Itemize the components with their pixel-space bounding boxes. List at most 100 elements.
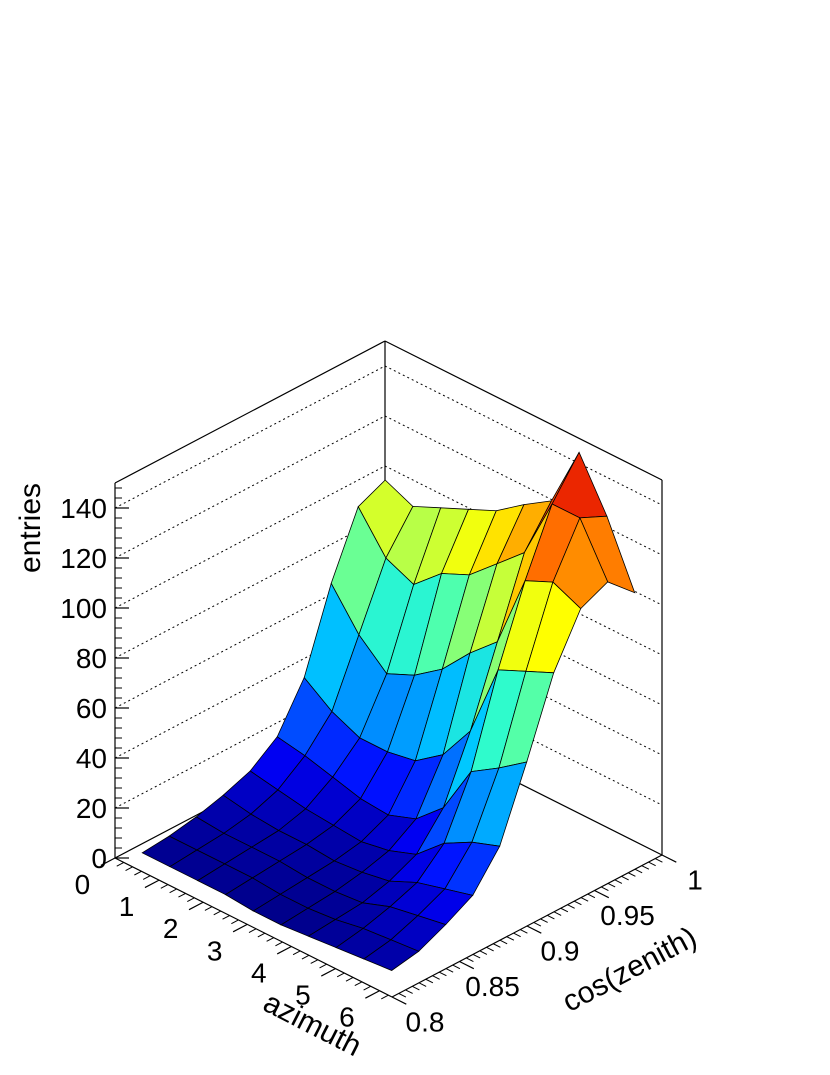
y-minor-tick <box>445 968 454 973</box>
x-minor-tick <box>125 866 133 872</box>
x-tick <box>144 879 160 889</box>
x-tick-label: 6 <box>339 1002 355 1033</box>
surface-cell <box>363 939 420 971</box>
x-axis-line <box>114 857 393 998</box>
y-minor-tick <box>574 900 582 906</box>
y-minor-tick <box>560 907 569 913</box>
y-minor-tick <box>567 904 575 909</box>
x-tick <box>232 923 248 933</box>
y-minor-tick <box>466 957 474 962</box>
x-minor-tick <box>381 994 389 1000</box>
x-minor-tick <box>204 906 213 911</box>
y-minor-tick <box>418 982 427 987</box>
x-tick <box>320 968 336 977</box>
y-minor-tick <box>587 893 596 899</box>
x-minor-tick <box>266 937 274 942</box>
y-minor-tick <box>648 861 656 867</box>
x-minor-tick <box>142 875 151 880</box>
z-tick-label: 0 <box>91 843 107 874</box>
z-axis-title: entries <box>14 483 47 573</box>
y-minor-tick <box>472 953 481 959</box>
surface-mesh <box>141 451 636 971</box>
x-minor-tick <box>257 932 266 938</box>
y-tick <box>594 889 610 899</box>
y-minor-tick <box>499 939 508 945</box>
z-tick-label: 80 <box>76 643 107 674</box>
y-tick-label: 0.9 <box>541 936 580 967</box>
x-tick-label: 0 <box>75 869 91 900</box>
x-tick <box>276 945 292 955</box>
y-minor-tick <box>439 971 447 977</box>
y-tick <box>459 960 475 970</box>
y-minor-tick <box>580 897 589 902</box>
z-gridline <box>114 365 663 509</box>
z-tick-label: 120 <box>60 543 107 574</box>
y-minor-tick <box>513 932 521 938</box>
y-minor-tick <box>634 868 643 874</box>
y-minor-tick <box>621 875 629 881</box>
y-minor-tick <box>614 879 623 884</box>
x-tick <box>100 857 116 866</box>
x-minor-tick <box>363 985 371 991</box>
x-minor-tick <box>336 972 345 978</box>
y-tick-label: 0.85 <box>465 971 520 1002</box>
x-tick-label: 3 <box>207 935 223 966</box>
x-tick <box>188 901 204 911</box>
x-minor-tick <box>169 888 177 894</box>
x-minor-tick <box>319 963 327 969</box>
x-minor-tick <box>160 884 169 889</box>
y-minor-tick <box>607 882 616 888</box>
y-minor-tick <box>398 993 407 998</box>
x-minor-tick <box>292 950 301 956</box>
x-minor-tick <box>248 928 257 933</box>
y-tick-label: 0.95 <box>600 900 655 931</box>
x-minor-tick <box>116 861 125 867</box>
y-minor-tick <box>601 886 609 891</box>
x-axis-title: azimuth <box>258 986 367 1063</box>
frame-edge <box>114 340 386 484</box>
y-minor-tick <box>655 858 663 863</box>
x-tick-label: 4 <box>251 957 267 988</box>
y-tick <box>661 854 677 863</box>
z-tick-label: 100 <box>60 593 107 624</box>
y-minor-tick <box>493 943 501 948</box>
x-tick-label: 1 <box>119 891 135 922</box>
frame-edge <box>384 340 663 481</box>
x-minor-tick <box>231 919 239 925</box>
x-minor-tick <box>222 915 230 920</box>
y-minor-tick <box>452 964 461 970</box>
z-tick-label: 40 <box>76 743 107 774</box>
x-tick <box>365 990 380 999</box>
z-tick-label: 20 <box>76 793 107 824</box>
y-minor-tick <box>533 922 542 927</box>
y-minor-tick <box>540 918 548 923</box>
y-minor-tick <box>520 929 528 934</box>
y-minor-tick <box>479 950 488 955</box>
z-tick-label: 140 <box>60 493 107 524</box>
y-minor-tick <box>405 989 413 994</box>
y-minor-tick <box>628 872 636 877</box>
y-minor-tick <box>506 936 515 941</box>
x-minor-tick <box>134 870 142 876</box>
y-axis: 0.8 0.85 0.9 0.95 1 <box>391 854 703 1038</box>
y-tick-label: 1 <box>687 865 703 896</box>
y-minor-tick <box>641 865 650 870</box>
x-minor-tick <box>178 892 186 898</box>
z-tick-label: 60 <box>76 693 107 724</box>
y-minor-tick <box>486 946 494 952</box>
x-minor-tick <box>187 897 195 902</box>
x-minor-tick <box>275 941 283 947</box>
x-minor-tick <box>310 959 319 964</box>
y-minor-tick <box>553 911 562 916</box>
y-tick-label: 0.8 <box>406 1007 445 1038</box>
y-minor-tick <box>547 914 555 920</box>
y-minor-tick <box>432 975 440 980</box>
x-minor-tick <box>345 977 354 982</box>
y-minor-tick <box>412 985 420 991</box>
x-minor-tick <box>354 981 363 987</box>
y-tick <box>391 996 407 1005</box>
x-minor-tick <box>301 954 310 960</box>
y-tick <box>526 925 542 934</box>
